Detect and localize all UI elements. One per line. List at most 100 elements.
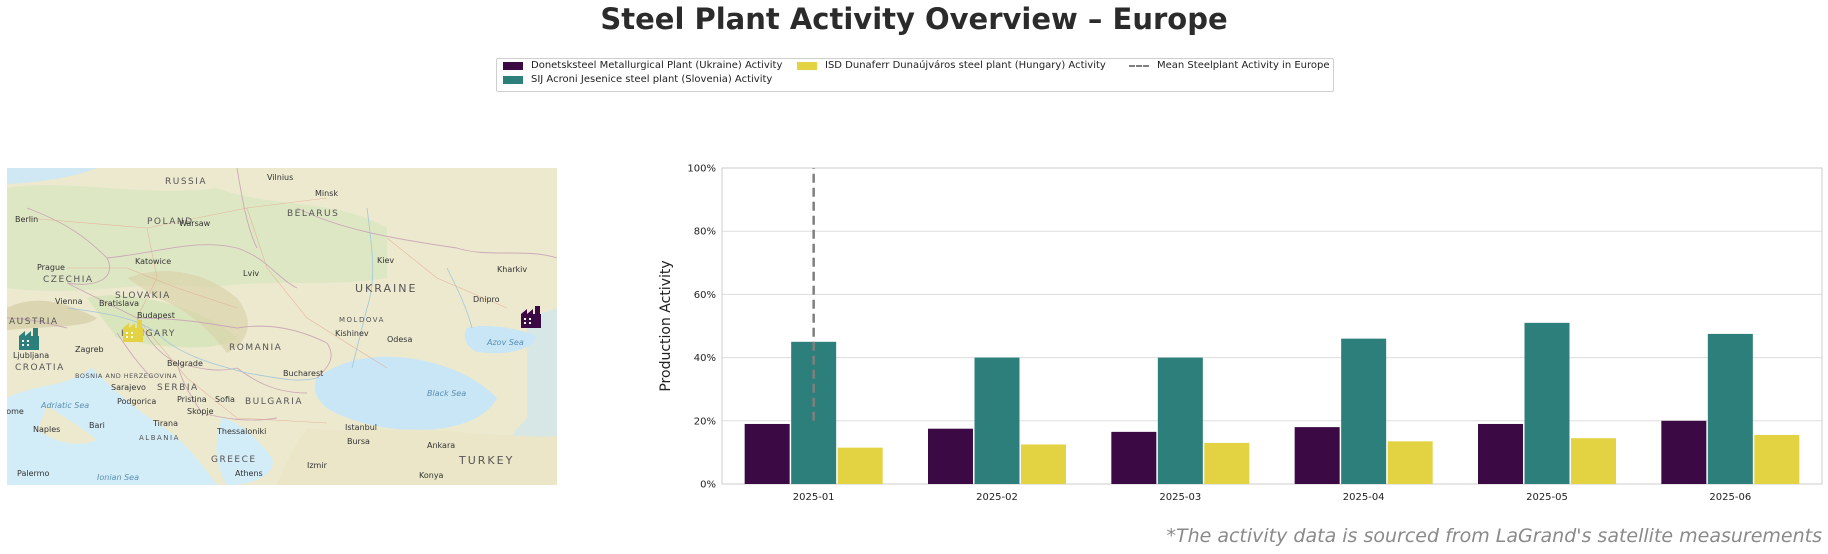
bar-dunaferr-2025-03 [1204, 442, 1250, 484]
map-label-slovakia: SLOVAKIA [115, 291, 171, 301]
x-tick-label: 2025-05 [1526, 492, 1568, 503]
map-label-bosnia: BOSNIA AND HERZEGOVINA [75, 372, 177, 380]
legend-item-acroni: SIJ Acroni Jesenice steel plant (Sloveni… [503, 74, 772, 85]
y-tick-label: 60% [694, 290, 716, 301]
map-label-palermo: Palermo [17, 469, 49, 478]
map-label-skopje: Skopje [187, 407, 214, 416]
map-adriatic-sea [7, 368, 217, 485]
map-label-albania: ALBANIA [139, 434, 180, 442]
map-label-croatia: CROATIA [15, 363, 65, 373]
x-tick-labels: 2025-01 2025-02 2025-03 2025-04 2025-05 2025-… [793, 492, 1751, 503]
map-label-czechia: CZECHIA [43, 275, 94, 285]
y-tick-label: 20% [694, 416, 716, 427]
map-label-podgorica: Podgorica [117, 397, 156, 406]
map-label-kishinev: Kishinev [335, 329, 369, 338]
bar-dunaferr-2025-04 [1387, 441, 1433, 484]
map-label-austria: AUSTRIA [9, 317, 59, 327]
map-label-tirana: Tirana [152, 419, 178, 428]
map-label-bucharest: Bucharest [283, 369, 323, 378]
map-label-budapest: Budapest [137, 311, 175, 320]
bar-chart: 0% 20% 40% 60% 80% 100% 2025-01 2025-02 2025-03… [658, 164, 1823, 503]
legend-swatch-donetsksteel [503, 61, 523, 70]
map-label-belarus: BELARUS [287, 209, 339, 219]
map-label-sofia: Sofia [215, 395, 235, 404]
x-tick-label: 2025-02 [976, 492, 1018, 503]
map-label-berlin: Berlin [15, 215, 38, 224]
y-tick-label: 0% [700, 480, 716, 491]
map-label-prague: Prague [37, 263, 65, 272]
factory-icon [123, 320, 143, 342]
map-label-romania: ROMANIA [229, 343, 282, 353]
map-label-konya: Konya [419, 471, 444, 480]
legend-swatch-dunaferr [797, 61, 817, 70]
europe-map: Vilnius RUSSIA Minsk Berlin POLAND Warsa… [7, 168, 557, 485]
bar-donetsksteel-2025-03 [1111, 431, 1157, 484]
map-label-istanbul: Istanbul [345, 423, 377, 432]
map-roads [26, 197, 508, 424]
map-label-russia: RUSSIA [165, 177, 207, 187]
map-turkey-land [277, 428, 557, 485]
map-label-odesa: Odesa [387, 335, 412, 344]
bar-donetsksteel-2025-02 [928, 428, 973, 484]
footnote: *The activity data is sourced from LaGra… [1166, 525, 1822, 547]
x-tick-label: 2025-01 [793, 492, 835, 503]
map-label-bratislava: Bratislava [99, 299, 139, 308]
factory-icon [19, 328, 39, 350]
map-lowland [7, 185, 387, 291]
bar-dunaferr-2025-06 [1754, 435, 1800, 484]
y-gridlines [722, 167, 1822, 485]
legend-swatch-acroni [503, 75, 523, 84]
bar-donetsksteel-2025-01 [744, 423, 790, 484]
map-azov-sea [464, 325, 537, 354]
bar-acroni-2025-05 [1524, 322, 1570, 484]
map-carpathians [127, 270, 248, 353]
y-axis-label: Production Activity [658, 260, 674, 391]
map-label-serbia: SERBIA [157, 383, 199, 393]
map-baltic-sea [7, 168, 97, 184]
map-label-warsaw: Warsaw [179, 219, 211, 228]
legend-label-acroni: SIJ Acroni Jesenice steel plant (Sloveni… [531, 74, 773, 85]
chart-title: Steel Plant Activity Overview – Europe [600, 2, 1228, 36]
map-label-greece: GREECE [211, 455, 257, 465]
map-black-sea [314, 356, 497, 430]
map-label-minsk: Minsk [315, 189, 338, 198]
legend-item-mean: Mean Steelplant Activity in Europe [1129, 60, 1330, 71]
map-label-bari: Bari [89, 421, 105, 430]
map-label-vienna: Vienna [55, 297, 83, 306]
bar-acroni-2025-02 [974, 357, 1020, 484]
bar-donetsksteel-2025-04 [1294, 427, 1340, 484]
map-label-belgrade: Belgrade [167, 359, 203, 368]
map-label-ukraine: UKRAINE [355, 282, 417, 295]
map-label-vilnius: Vilnius [267, 173, 293, 182]
map-label-katowice: Katowice [135, 257, 171, 266]
legend-label-mean: Mean Steelplant Activity in Europe [1157, 60, 1330, 71]
map-aegean-sea [216, 418, 273, 485]
map-label-sarajevo: Sarajevo [111, 383, 146, 392]
legend-item-dunaferr: ISD Dunaferr Dunaújváros steel plant (Hu… [797, 60, 1106, 71]
map-label-izmir: Izmir [307, 461, 328, 470]
bar-dunaferr-2025-01 [837, 447, 883, 484]
bar-dunaferr-2025-05 [1571, 438, 1616, 484]
map-label-turkey: TURKEY [458, 454, 514, 467]
map-label-athens: Athens [235, 469, 263, 478]
map-label-moldova: MOLDOVA [339, 316, 385, 324]
bar-acroni-2025-04 [1341, 338, 1387, 484]
x-tick-label: 2025-06 [1709, 492, 1751, 503]
map-label-rome: Rome [7, 407, 24, 416]
bar-acroni-2025-06 [1707, 333, 1753, 484]
map-label-lviv: Lviv [243, 269, 259, 278]
plot-frame [721, 167, 1823, 485]
map-label-poland: POLAND [147, 217, 194, 227]
map-label-dnipro: Dnipro [473, 295, 500, 304]
map-label-thessaloniki: Thessaloniki [216, 427, 266, 436]
x-tick-label: 2025-04 [1343, 492, 1385, 503]
map-label-ionian-sea: Ionian Sea [97, 473, 139, 482]
map-label-black-sea: Black Sea [427, 389, 466, 398]
map-label-pristina: Pristina [177, 395, 207, 404]
bar-dunaferr-2025-02 [1021, 444, 1066, 484]
legend-label-dunaferr: ISD Dunaferr Dunaújváros steel plant (Hu… [825, 60, 1106, 71]
map-labels: Vilnius RUSSIA Minsk Berlin POLAND Warsa… [7, 173, 527, 482]
map-rivers [66, 207, 473, 381]
legend-item-donetsksteel: Donetsksteel Metallurgical Plant (Ukrain… [503, 60, 782, 71]
factory-icon [521, 306, 541, 328]
